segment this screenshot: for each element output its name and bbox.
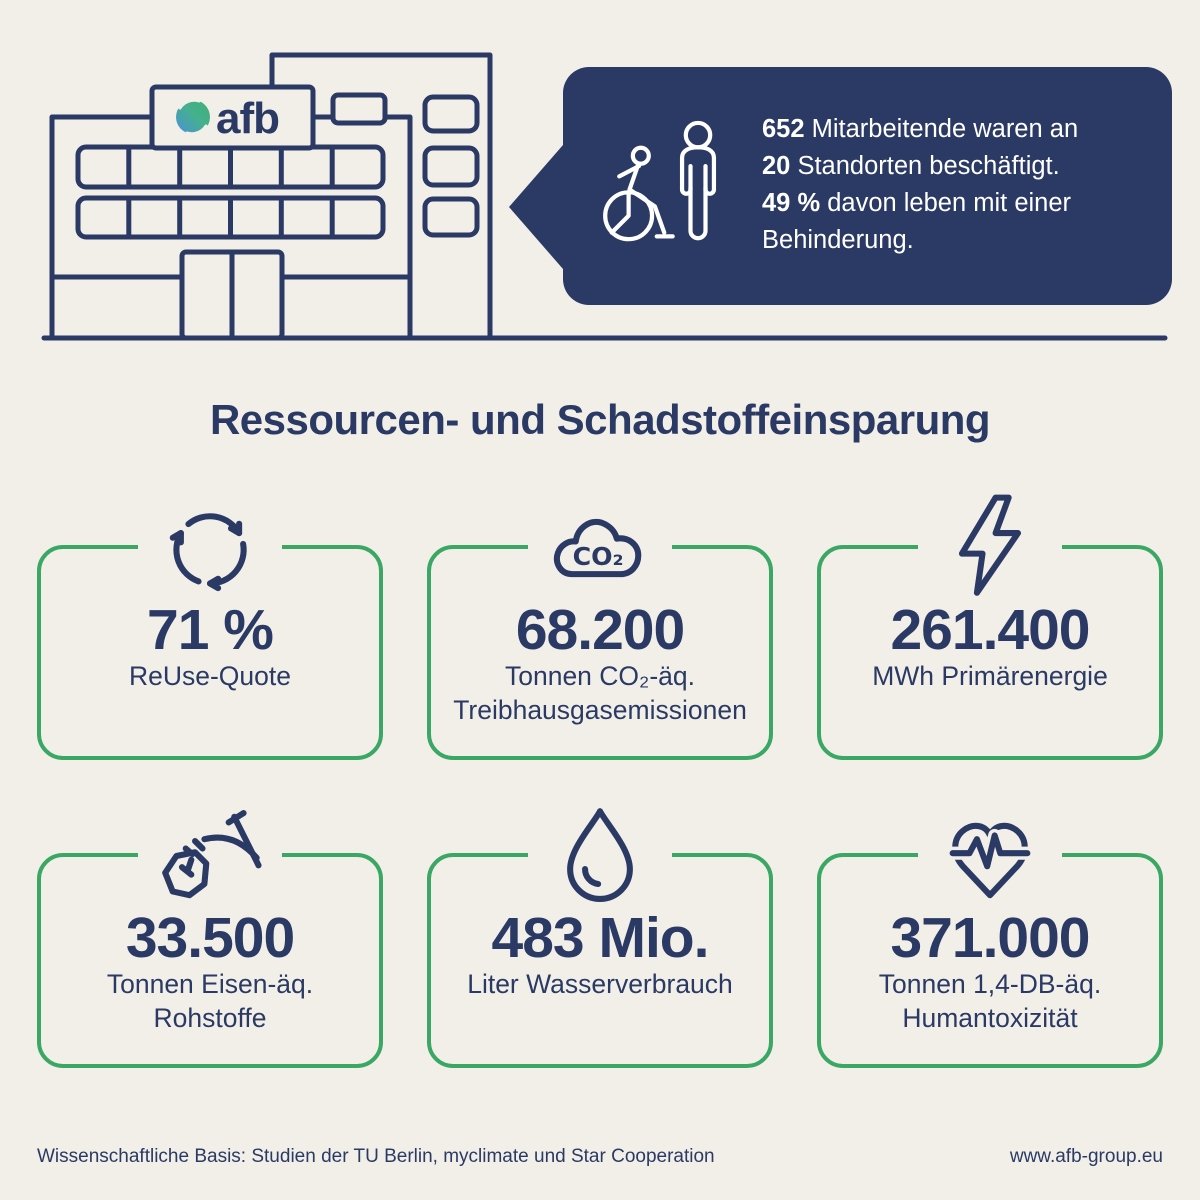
employees-stat-text: 652 Mitarbeitende waren an 20 Standorten…: [762, 111, 1078, 259]
stat-label: Humantoxizität: [902, 1003, 1078, 1033]
stat-card-water: 483 Mio. Liter Wasserverbrauch: [427, 800, 773, 1068]
stat-card-energy: 261.400 MWh Primärenergie: [817, 492, 1163, 760]
stat-value: 71 %: [147, 598, 274, 662]
co2-icon-text: CO₂: [573, 542, 624, 571]
stat-value: 483 Mio.: [491, 906, 710, 970]
building-door: [179, 249, 285, 341]
stat-value: 261.400: [890, 598, 1090, 662]
stat-label: Tonnen 1,4-DB-äq.: [878, 969, 1102, 999]
recycle-icon: [138, 492, 282, 604]
speech-bubble-arrow: [509, 145, 563, 269]
water-drop-icon: [528, 800, 672, 912]
lightning-icon: [918, 492, 1062, 604]
stat-card-co2: CO₂ 68.200 Tonnen CO₂-äq. Treibhausgasem…: [427, 492, 773, 760]
stat-card-toxicity: 371.000 Tonnen 1,4-DB-äq. Humantoxizität: [817, 800, 1163, 1068]
website-link[interactable]: www.afb-group.eu: [1009, 1146, 1163, 1167]
stat-card-reuse: 71 % ReUse-Quote: [37, 492, 383, 760]
pickaxe-icon: [138, 800, 282, 912]
stat-line: 652 Mitarbeitende waren an: [762, 115, 1079, 143]
stat-value: 371.000: [890, 906, 1090, 970]
employees-speech-bubble: 652 Mitarbeitende waren an 20 Standorten…: [509, 67, 1172, 305]
stat-label: MWh Primärenergie: [872, 661, 1108, 691]
heart-pulse-icon: [918, 800, 1062, 912]
stat-value: 33.500: [125, 906, 295, 970]
stat-label: Liter Wasserverbrauch: [467, 969, 733, 999]
stat-line: Behinderung.: [762, 226, 914, 254]
afb-building-illustration: afb: [41, 52, 1168, 341]
stat-line: 49 % davon leben mit einer: [762, 189, 1072, 217]
afb-logo-mark: [176, 100, 210, 134]
building-roof-box: [330, 92, 388, 126]
stat-card-raw-materials: 33.500 Tonnen Eisen-äq. Rohstoffe: [37, 800, 383, 1068]
afb-logo-text: afb: [216, 94, 279, 143]
stat-line: 20 Standorten beschäftigt.: [762, 152, 1060, 180]
stat-label: Treibhausgasemissionen: [453, 695, 747, 725]
stat-label: ReUse-Quote: [128, 661, 291, 691]
stat-label: Tonnen CO₂-äq.: [504, 661, 695, 691]
section-title: Ressourcen- und Schadstoffeinsparung: [209, 396, 991, 443]
co2-cloud-icon: CO₂: [528, 492, 672, 604]
wheelchair-and-person-icon: [603, 120, 717, 242]
scientific-basis-note: Wissenschaftliche Basis: Studien der TU …: [37, 1146, 715, 1167]
stat-value: 68.200: [515, 598, 685, 662]
stat-label: Tonnen Eisen-äq.: [106, 969, 314, 999]
afb-logo: afb: [149, 84, 316, 151]
stat-label: Rohstoffe: [153, 1003, 267, 1033]
